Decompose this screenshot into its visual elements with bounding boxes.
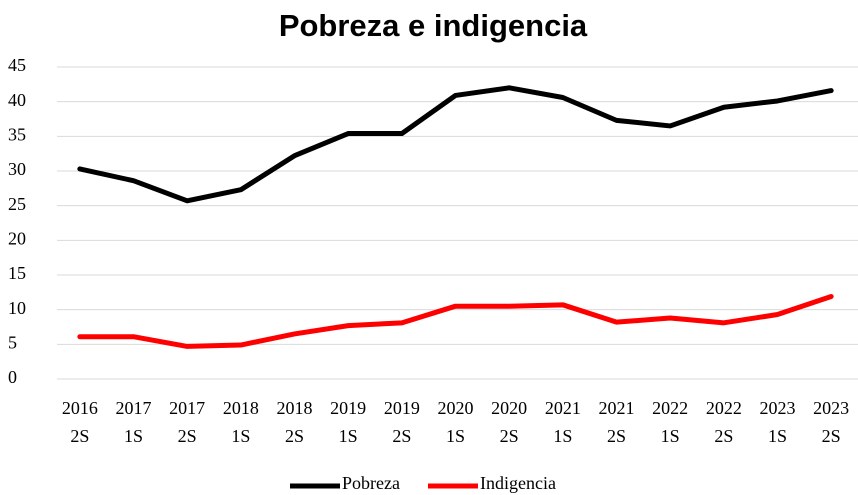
x-tick-label: 2020 <box>491 398 527 418</box>
legend-label: Pobreza <box>342 473 400 493</box>
x-tick-label: 1S <box>446 426 465 446</box>
x-tick-label: 1S <box>553 426 572 446</box>
x-tick-label: 2S <box>392 426 411 446</box>
legend-label: Indigencia <box>480 473 556 493</box>
x-tick-label: 2022 <box>706 398 742 418</box>
y-tick-label: 10 <box>8 298 26 318</box>
x-tick-label: 2022 <box>652 398 688 418</box>
x-tick-label: 1S <box>768 426 787 446</box>
x-tick-label: 1S <box>339 426 358 446</box>
x-tick-label: 2S <box>714 426 733 446</box>
y-tick-label: 15 <box>8 263 26 283</box>
x-tick-label: 2S <box>70 426 89 446</box>
x-tick-label: 2021 <box>599 398 635 418</box>
y-tick-label: 0 <box>8 367 17 387</box>
legend: Pobreza Indigencia <box>290 473 556 493</box>
y-tick-label: 35 <box>8 124 26 144</box>
x-tick-label: 1S <box>661 426 680 446</box>
x-tick-label: 2017 <box>116 398 152 418</box>
x-tick-label: 2S <box>500 426 519 446</box>
y-tick-label: 20 <box>8 228 26 248</box>
y-tick-label: 45 <box>8 55 26 75</box>
x-tick-label: 2020 <box>438 398 474 418</box>
x-tick-label: 2S <box>607 426 626 446</box>
chart-title: Pobreza e indigencia <box>279 8 588 43</box>
x-tick-label: 2018 <box>277 398 313 418</box>
x-tick-label: 2019 <box>384 398 420 418</box>
y-tick-label: 30 <box>8 159 26 179</box>
line <box>77 85 834 204</box>
y-tick-label: 5 <box>8 332 17 352</box>
x-tick-label: 1S <box>124 426 143 446</box>
x-tick-label: 2023 <box>760 398 796 418</box>
x-tick-label: 2S <box>822 426 841 446</box>
x-tick-label: 2018 <box>223 398 259 418</box>
line <box>77 293 834 349</box>
x-tick-label: 2016 <box>62 398 98 418</box>
y-tick-label: 25 <box>8 194 26 214</box>
x-tick-label: 2S <box>178 426 197 446</box>
x-tick-label: 2023 <box>813 398 849 418</box>
x-tick-label: 2017 <box>169 398 205 418</box>
x-tick-label: 2S <box>285 426 304 446</box>
x-tick-label: 2021 <box>545 398 581 418</box>
x-tick-label: 2019 <box>330 398 366 418</box>
y-tick-label: 40 <box>8 90 26 110</box>
x-tick-label: 1S <box>231 426 250 446</box>
